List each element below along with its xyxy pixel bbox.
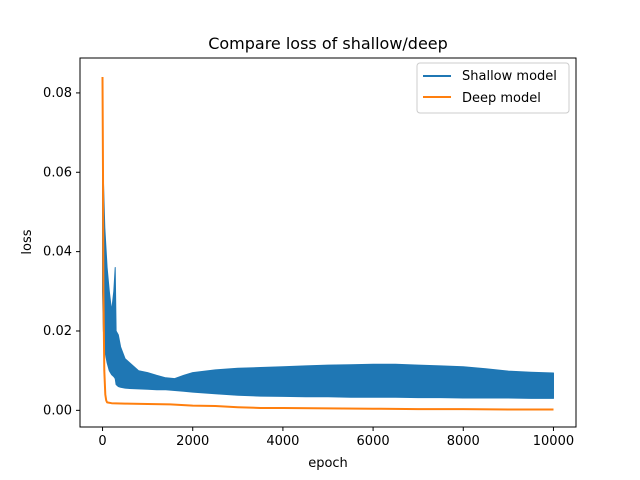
legend-box <box>416 62 570 114</box>
y-tick-label: 0.08 <box>43 86 72 101</box>
x-tick-label: 4000 <box>266 434 299 449</box>
x-tick-label: 6000 <box>357 434 390 449</box>
x-tick-label: 2000 <box>176 434 209 449</box>
plot-frame <box>79 57 577 428</box>
x-axis-label: epoch <box>308 456 348 471</box>
x-axis: 0 2000 4000 6000 8000 10000 <box>98 427 574 449</box>
legend-label-deep: Deep model <box>462 91 541 106</box>
y-tick-label: 0.02 <box>43 324 72 339</box>
x-tick-label: 0 <box>98 434 106 449</box>
x-tick-label: 8000 <box>447 434 480 449</box>
chart-title: Compare loss of shallow/deep <box>208 34 448 53</box>
deep-model-series <box>101 76 554 411</box>
data-layer <box>101 76 554 411</box>
y-axis: 0.00 0.02 0.04 0.06 0.08 <box>43 86 80 418</box>
legend: Shallow model Deep model <box>416 62 570 114</box>
y-tick-label: 0.00 <box>43 403 72 418</box>
y-tick-label: 0.06 <box>43 165 72 180</box>
y-axis-label: loss <box>20 229 35 254</box>
legend-label-shallow: Shallow model <box>462 69 557 84</box>
x-tick-label: 10000 <box>533 434 574 449</box>
shallow-model-series <box>102 148 554 399</box>
y-tick-label: 0.04 <box>43 245 72 260</box>
